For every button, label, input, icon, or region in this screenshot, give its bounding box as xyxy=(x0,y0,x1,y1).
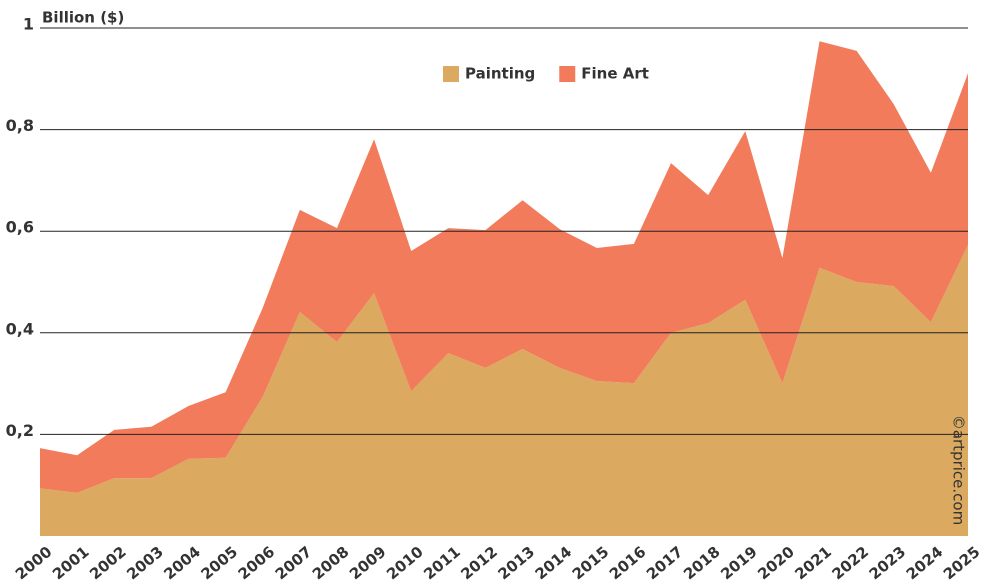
x-tick-label: 2010 xyxy=(383,543,427,584)
x-tick-label: 2016 xyxy=(606,543,650,584)
legend-swatch xyxy=(559,66,576,82)
x-tick-label: 2013 xyxy=(494,543,538,584)
y-tick-label: 0,2 xyxy=(6,421,34,440)
area xyxy=(40,41,968,493)
x-tick-label: 2024 xyxy=(903,543,947,584)
y-tick-label: 0,4 xyxy=(6,319,34,338)
y-tick-label: 1 xyxy=(23,15,34,34)
x-tick-label: 2003 xyxy=(123,543,167,584)
x-tick-label: 2023 xyxy=(866,543,910,584)
y-tick-label: 0,6 xyxy=(6,218,34,237)
legend-swatch xyxy=(443,66,459,82)
x-tick-label: 2014 xyxy=(532,543,576,584)
legend-label: Fine Art xyxy=(581,65,649,83)
x-tick-label: 2019 xyxy=(717,543,761,584)
x-tick-label: 2000 xyxy=(12,543,56,584)
x-tick-label: 2002 xyxy=(86,543,130,584)
x-tick-label: 2005 xyxy=(198,543,242,584)
x-tick-label: 2007 xyxy=(272,543,316,584)
x-tick-label: 2018 xyxy=(680,543,724,584)
x-tick-label: 2011 xyxy=(420,543,464,584)
x-tick-label: 2006 xyxy=(235,543,279,584)
x-tick-label: 2022 xyxy=(829,543,873,584)
x-tick-label: 2021 xyxy=(791,543,835,584)
x-tick-label: 2025 xyxy=(940,543,982,584)
watermark: ©artprice.com xyxy=(950,415,968,525)
x-tick-label: 2012 xyxy=(457,543,501,584)
legend-label: Painting xyxy=(465,65,535,83)
x-tick-label: 2008 xyxy=(309,543,353,584)
y-tick-label: 0,8 xyxy=(6,116,34,135)
x-tick-label: 2020 xyxy=(754,543,798,584)
x-tick-label: 2001 xyxy=(49,543,93,584)
x-tick-label: 2009 xyxy=(346,543,390,584)
x-tick-label: 2017 xyxy=(643,543,687,584)
area xyxy=(40,244,968,536)
x-tick-label: 2015 xyxy=(569,543,613,584)
y-axis-label: Billion ($) xyxy=(42,9,124,27)
x-tick-label: 2004 xyxy=(160,543,204,584)
